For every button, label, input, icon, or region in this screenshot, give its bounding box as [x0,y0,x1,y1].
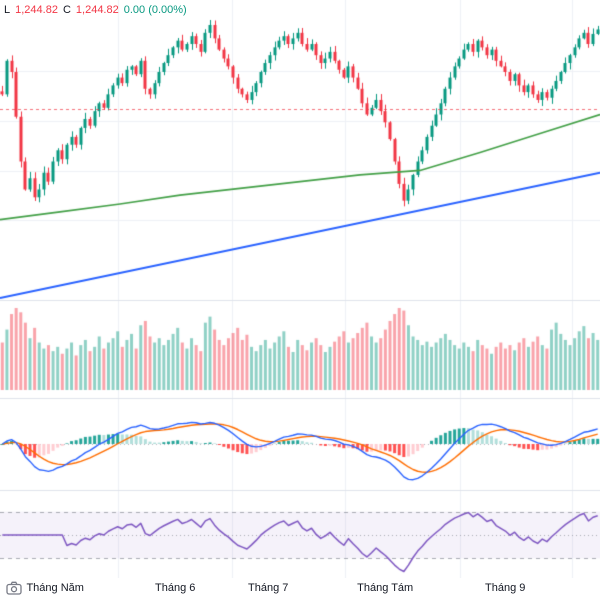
x-axis-label: Tháng 9 [485,582,526,594]
change-value: 0.00 (0.00%) [123,4,187,16]
x-axis-label: Tháng Năm [26,582,84,594]
camera-icon[interactable] [6,581,22,595]
low-value: 1,244.82 [15,4,58,16]
low-label: L [4,4,11,16]
close-value: 1,244.82 [75,4,119,16]
x-axis-label: Tháng 6 [155,582,196,594]
x-axis-label: Tháng 7 [248,582,289,594]
time-axis[interactable]: Tháng Năm Tháng 6 Tháng 7 Tháng Tám Tháng 9 [0,578,600,600]
x-axis-label: Tháng Tám [357,582,414,594]
close-label: C [62,4,71,16]
camera-icon-svg [6,581,22,595]
ohlc-legend[interactable]: L 1,244.82 C 1,244.82 0.00 (0.00%) [4,4,187,16]
